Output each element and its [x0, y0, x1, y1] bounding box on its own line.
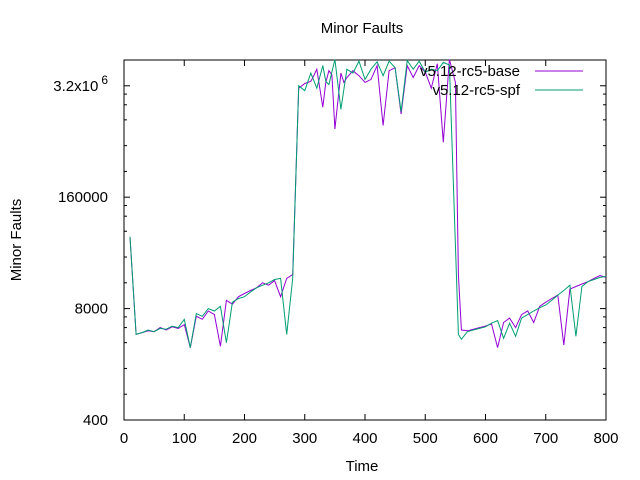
- series-line-1: [129, 59, 607, 348]
- x-tick-label: 200: [232, 430, 257, 447]
- y-tick-label: 8000: [75, 301, 108, 318]
- y-tick-label-base: 8000: [75, 301, 108, 318]
- x-tick-label: 600: [473, 430, 498, 447]
- x-tick-label: 800: [593, 430, 618, 447]
- y-tick-label: 400: [83, 412, 108, 429]
- series-layer: [129, 59, 607, 348]
- x-axis: 0 100 200 300 400 500 600 700 800: [120, 60, 619, 447]
- y-tick-label-exponent: 6: [101, 73, 108, 87]
- y-tick-label-base: 160000: [58, 189, 108, 206]
- x-tick-label: 500: [413, 430, 438, 447]
- y-tick-label-base: 400: [83, 412, 108, 429]
- y-tick-label: 160000: [58, 189, 108, 206]
- y-tick-label: 3.2x10 6: [53, 73, 108, 95]
- x-tick-label: 0: [120, 430, 128, 447]
- legend: v5.12-rc5-base v5.12-rc5-spf: [420, 63, 583, 99]
- x-tick-label: 300: [292, 430, 317, 447]
- y-axis-label: Minor Faults: [8, 199, 25, 282]
- plot-area: [123, 59, 607, 421]
- y-axis: 400 8000 160000 3.2x10 6: [53, 73, 606, 429]
- chart-title: Minor Faults: [321, 20, 404, 37]
- legend-label: v5.12-rc5-spf: [432, 82, 520, 99]
- x-tick-label: 700: [533, 430, 558, 447]
- plot-frame: [123, 59, 607, 421]
- x-tick-label: 100: [172, 430, 197, 447]
- x-axis-label: Time: [346, 458, 379, 475]
- series-line-0: [129, 59, 607, 348]
- legend-label: v5.12-rc5-base: [420, 63, 520, 80]
- y-tick-label-base: 3.2x10: [53, 78, 98, 95]
- x-tick-label: 400: [352, 430, 377, 447]
